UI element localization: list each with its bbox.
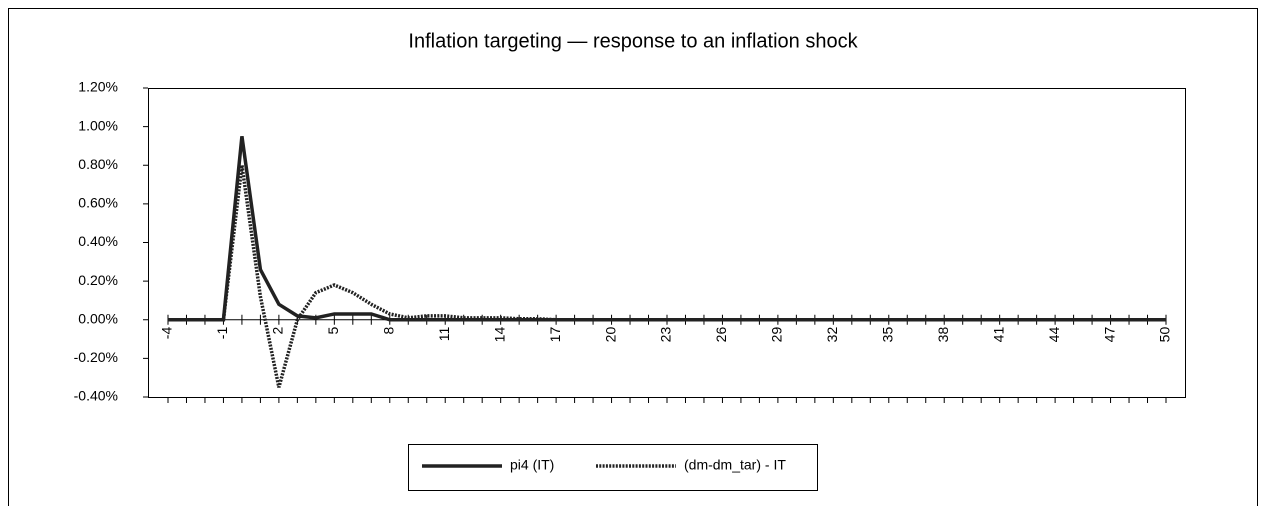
- x-tick-label: 44: [1046, 327, 1062, 343]
- x-tick-label: 35: [879, 327, 895, 343]
- x-tick-label: 2: [270, 327, 286, 335]
- x-tick-label: 5: [325, 327, 341, 335]
- x-tick-label: 20: [602, 327, 618, 343]
- series-line: [168, 165, 1166, 388]
- x-tick-label: -1: [214, 327, 230, 340]
- x-tick-label: 29: [769, 327, 785, 343]
- x-tick-label: 14: [491, 327, 507, 343]
- chart-title: Inflation targeting — response to an inf…: [408, 30, 858, 52]
- x-tick-label: 17: [547, 327, 563, 343]
- x-tick-label: 23: [658, 327, 674, 343]
- y-tick-label: 0.00%: [78, 310, 118, 326]
- x-tick-label: 47: [1101, 327, 1117, 343]
- y-tick-label: 0.20%: [78, 272, 118, 288]
- legend-label: pi4 (IT): [510, 457, 554, 473]
- x-tick-label: 38: [935, 327, 951, 343]
- y-tick-label: 1.00%: [78, 117, 118, 133]
- y-tick-label: -0.40%: [74, 388, 118, 404]
- x-tick-label: 32: [824, 327, 840, 343]
- x-tick-label: -4: [159, 327, 175, 340]
- plot-area: [148, 88, 1186, 398]
- x-tick-label: 26: [713, 327, 729, 343]
- legend-label: (dm-dm_tar) - IT: [684, 457, 786, 473]
- y-tick-label: -0.20%: [74, 349, 118, 365]
- y-tick-label: 0.60%: [78, 195, 118, 211]
- x-tick-label: 50: [1157, 327, 1173, 343]
- x-tick-label: 41: [990, 327, 1006, 343]
- x-tick-label: 11: [436, 327, 452, 342]
- y-tick-label: 0.80%: [78, 156, 118, 172]
- x-tick-label: 8: [380, 327, 396, 335]
- y-tick-label: 1.20%: [78, 79, 118, 95]
- y-tick-label: 0.40%: [78, 233, 118, 249]
